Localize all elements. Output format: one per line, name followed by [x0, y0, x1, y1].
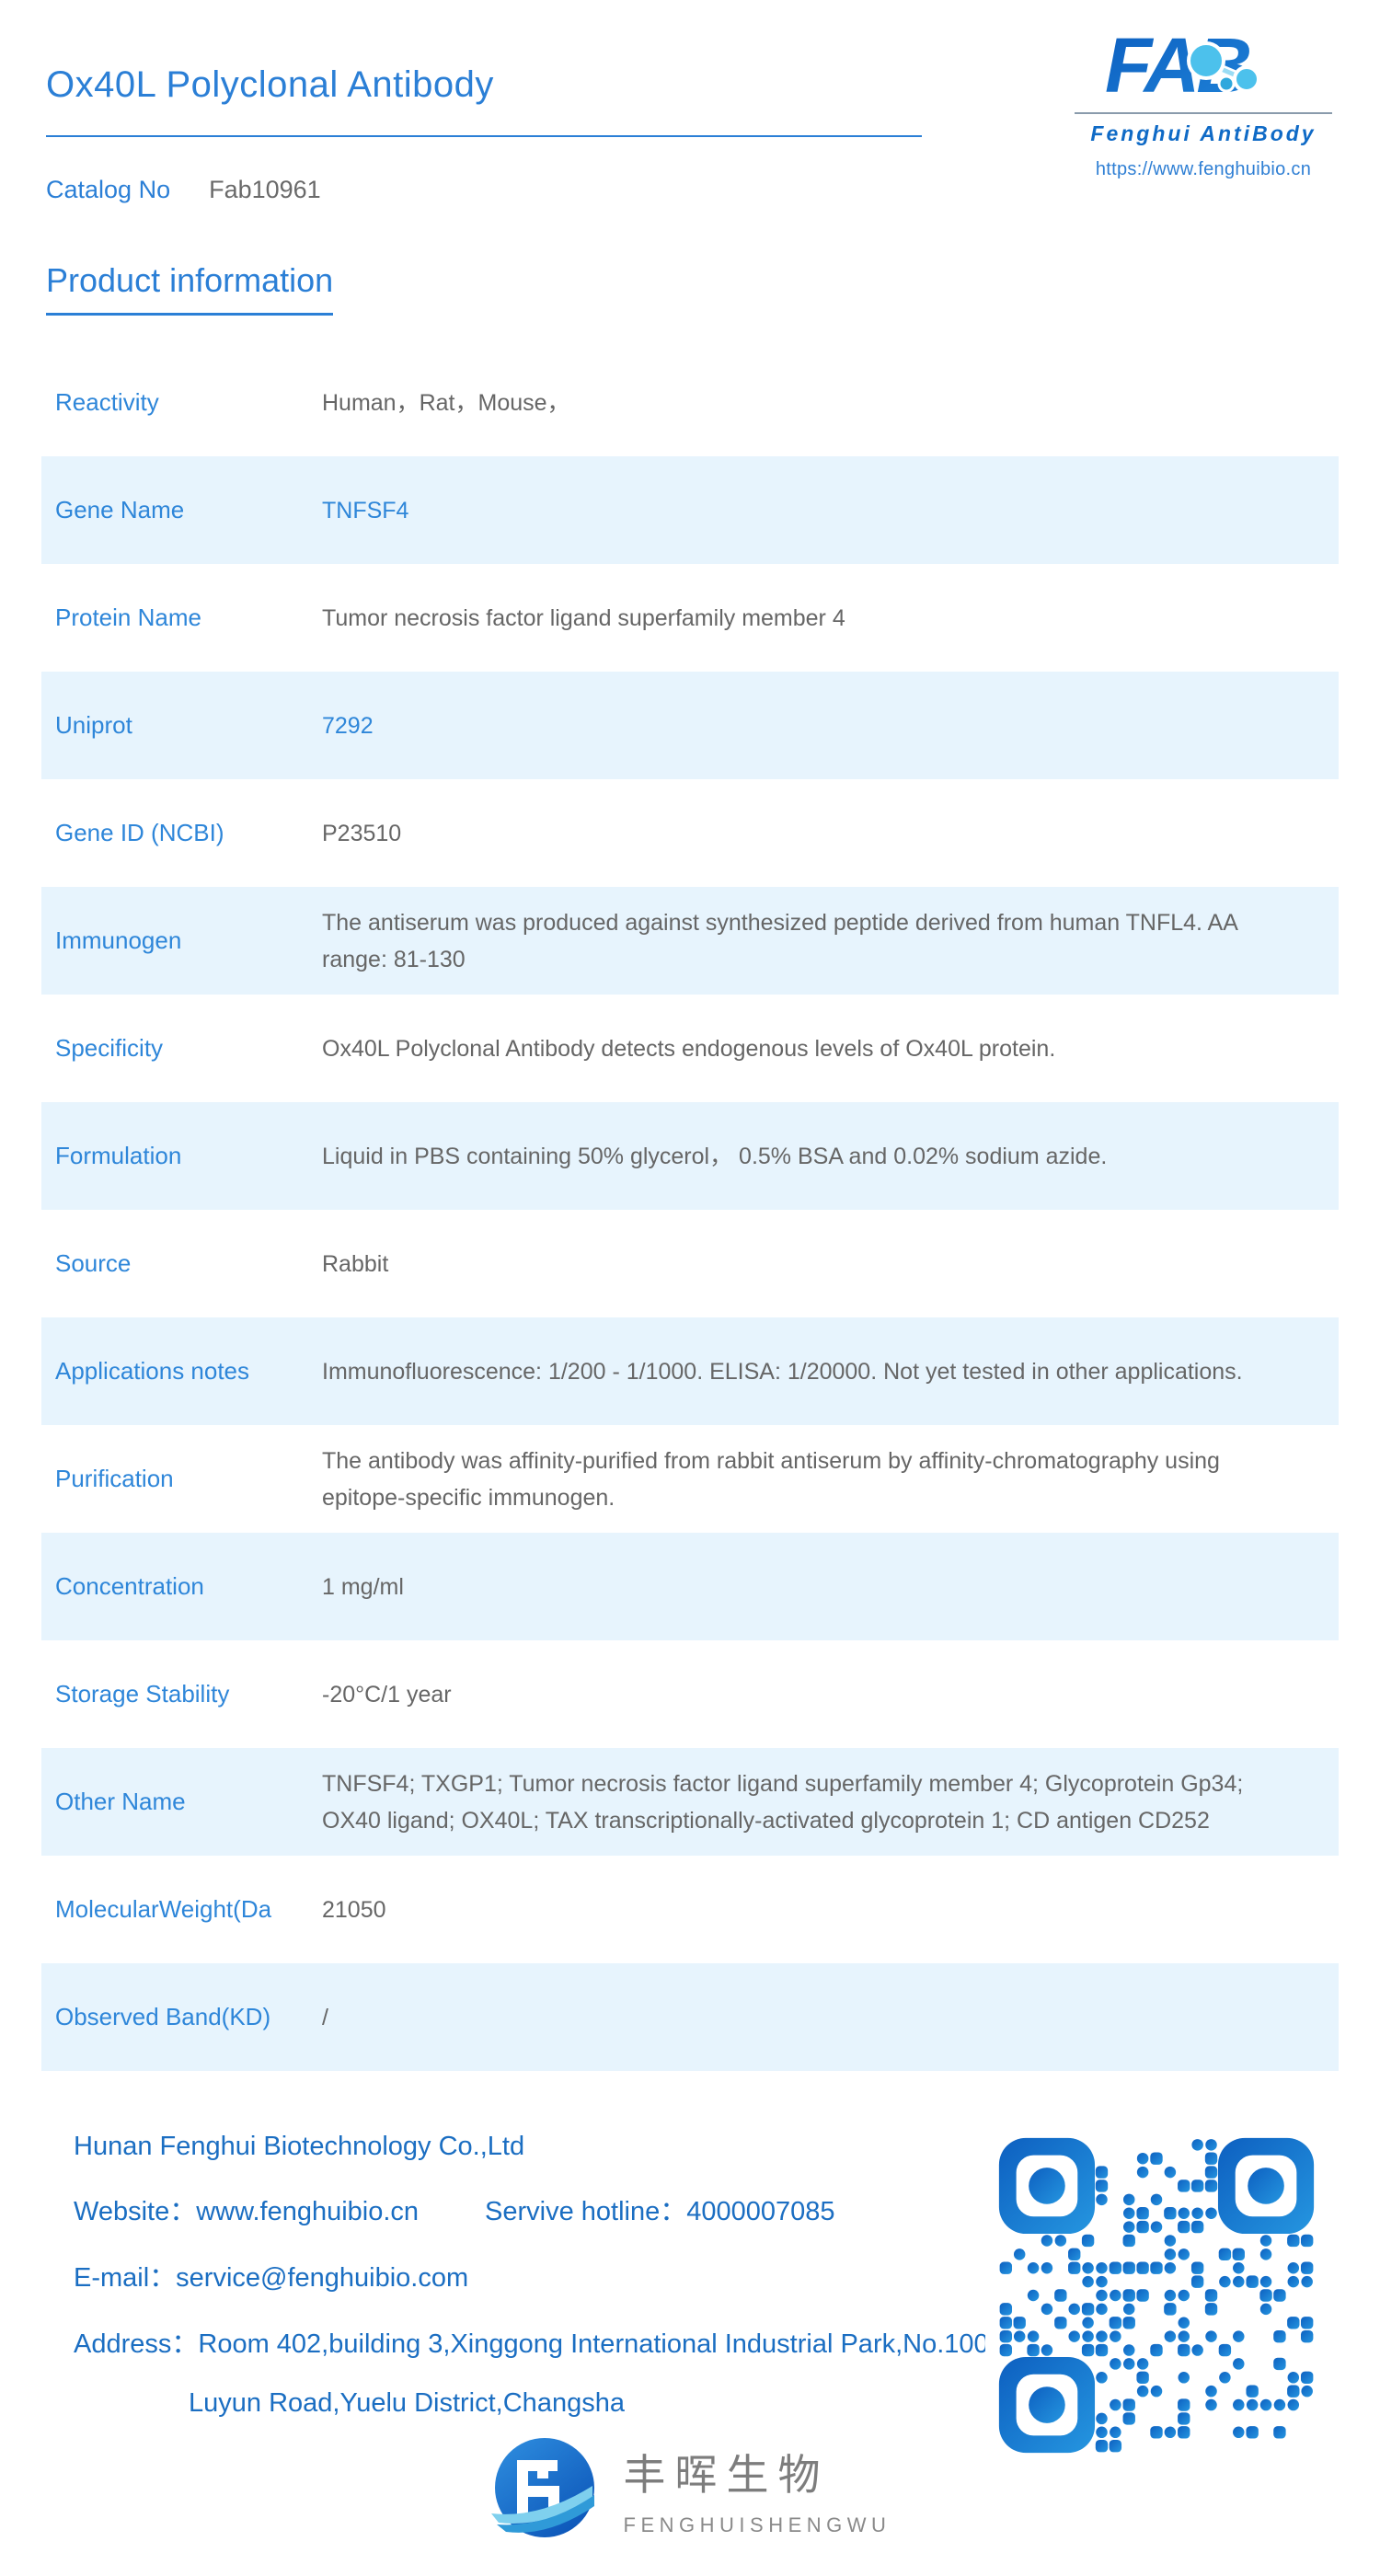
brand-name-cn: 丰晖生物 [623, 2451, 830, 2499]
bottom-brand: 丰晖生物 FENGHUISHENGWU [0, 2434, 1380, 2545]
row-value: Human，Rat，Mouse， [322, 389, 570, 416]
company-logo: FAB Fenghui AntiBody https://www.fenghui… [1075, 26, 1332, 180]
row-value: Ox40L Polyclonal Antibody detects endoge… [322, 1035, 1056, 1062]
page-title: Ox40L Polyclonal Antibody [46, 64, 494, 105]
row-value: / [322, 2004, 328, 2030]
email-text: E-mail：service@fenghuibio.com [74, 2263, 469, 2293]
row-value: Liquid in PBS containing 50% glycerol， 0… [322, 1143, 1108, 1169]
table-row: MolecularWeight(Da 21050 [41, 1856, 1339, 1963]
catalog-number: Fab10961 [209, 176, 321, 203]
row-label: Other Name [55, 1788, 186, 1815]
website-hotline-line: Website：www.fenghuibio.cn Servive hotline… [74, 2190, 984, 2228]
table-row: Purification The antibody was affinity-p… [41, 1425, 1339, 1533]
row-label: Immunogen [55, 926, 182, 954]
catalog-label: Catalog No [46, 176, 171, 203]
company-name: Hunan Fenghui Biotechnology Co.,Ltd [74, 2132, 525, 2161]
logo-url: https://www.fenghuibio.cn [1095, 159, 1312, 179]
table-row: Formulation Liquid in PBS containing 50%… [41, 1102, 1339, 1210]
table-row: Gene Name TNFSF4 [41, 456, 1339, 564]
table-row: Gene ID (NCBI) P23510 [41, 779, 1339, 887]
row-label: Gene Name [55, 496, 185, 523]
row-label: Storage Stability [55, 1680, 230, 1708]
row-value: Tumor necrosis factor ligand superfamily… [322, 604, 845, 631]
row-label: Formulation [55, 1142, 182, 1169]
row-label: Applications notes [55, 1357, 250, 1385]
product-info-table: Reactivity Human，Rat，Mouse， Gene Name TN… [41, 349, 1339, 2071]
catalog-line: Catalog No Fab10961 [46, 176, 1334, 204]
row-label: Protein Name [55, 604, 201, 631]
table-row: Protein Name Tumor necrosis factor ligan… [41, 564, 1339, 672]
table-row: Storage Stability -20°C/1 year [41, 1640, 1339, 1748]
row-value: 21050 [322, 1896, 386, 1923]
row-label: Gene ID (NCBI) [55, 819, 224, 846]
table-row: Reactivity Human，Rat，Mouse， [41, 349, 1339, 456]
website-text: Website：www.fenghuibio.cn [74, 2197, 420, 2226]
row-label: Observed Band(KD) [55, 2003, 271, 2030]
title-divider [46, 135, 922, 137]
fab-logo-icon: FAB [1105, 26, 1260, 107]
row-value: 1 mg/ml [322, 1573, 404, 1600]
hotline-text: Servive hotline：4000007085 [485, 2197, 835, 2226]
table-row: Concentration 1 mg/ml [41, 1533, 1339, 1640]
address-line-2: Luyun Road,Yuelu District,Changsha [189, 2388, 625, 2418]
address-line-1: Address：Room 402,building 3,Xinggong Int… [74, 2329, 989, 2359]
table-row: Source Rabbit [41, 1210, 1339, 1317]
table-row: Uniprot 7292 [41, 672, 1339, 779]
row-label: Uniprot [55, 711, 132, 739]
section-title: Product information [46, 261, 334, 316]
row-label: Specificity [55, 1034, 164, 1062]
footer-contact-block: Hunan Fenghui Biotechnology Co.,Ltd Webs… [74, 2132, 989, 2446]
row-label: Source [55, 1249, 132, 1277]
row-value: TNFSF4 [322, 497, 409, 523]
row-label: Reactivity [55, 388, 159, 416]
svg-text:FAB: FAB [1105, 26, 1249, 107]
row-label: Concentration [55, 1572, 204, 1600]
table-row: Applications notes Immunofluorescence: 1… [41, 1317, 1339, 1425]
table-row: Immunogen The antiserum was produced aga… [41, 887, 1339, 995]
logo-subtitle: Fenghui AntiBody [1075, 112, 1332, 146]
table-row: Observed Band(KD) / [41, 1963, 1339, 2071]
row-value: The antibody was affinity-purified from … [322, 1447, 1220, 1511]
row-value: The antiserum was produced against synth… [322, 909, 1237, 972]
footer: Hunan Fenghui Biotechnology Co.,Ltd Webs… [41, 2124, 1339, 2474]
header: Ox40L Polyclonal Antibody Catalog No Fab1… [0, 0, 1380, 204]
row-value: -20°C/1 year [322, 1681, 452, 1708]
row-value: P23510 [322, 820, 402, 846]
brand-name-en: FENGHUISHENGWU [623, 2513, 891, 2536]
row-value: Immunofluorescence: 1/200 - 1/1000. ELIS… [322, 1358, 1243, 1385]
table-row: Specificity Ox40L Polyclonal Antibody de… [41, 995, 1339, 1102]
fenghui-globe-icon [490, 2438, 594, 2537]
row-value: TNFSF4; TXGP1; Tumor necrosis factor lig… [322, 1770, 1244, 1834]
row-value: 7292 [322, 712, 374, 739]
table-row: Other Name TNFSF4; TXGP1; Tumor necrosis… [41, 1748, 1339, 1856]
row-value: Rabbit [322, 1250, 389, 1277]
row-label: Purification [55, 1465, 174, 1492]
qr-code [985, 2124, 1328, 2467]
row-label: MolecularWeight(Da [55, 1895, 272, 1923]
